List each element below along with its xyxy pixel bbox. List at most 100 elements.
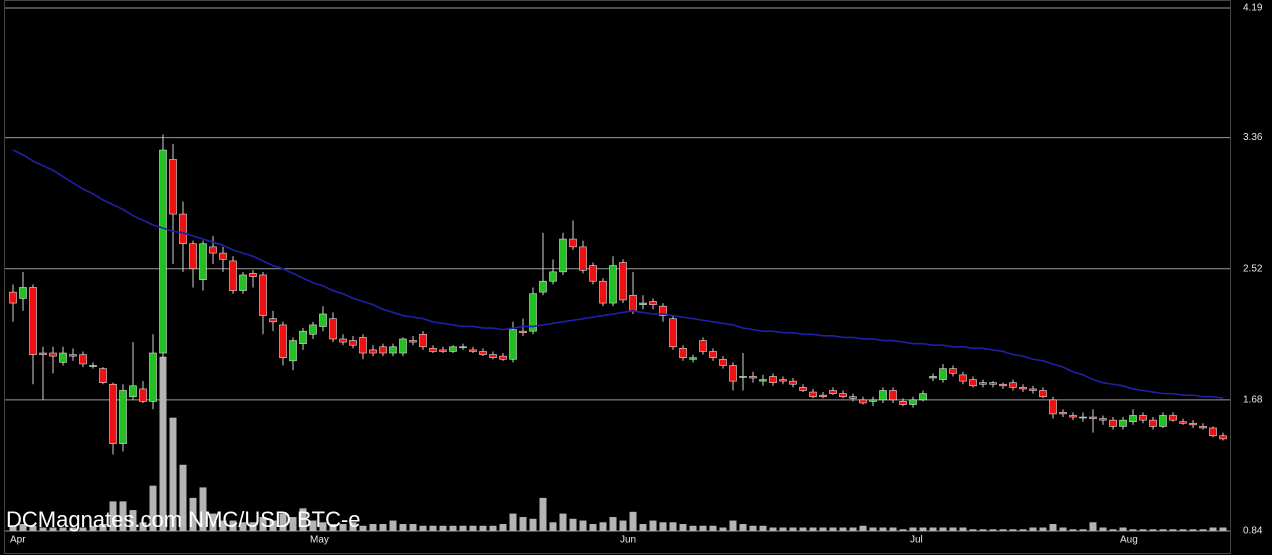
candle-body (279, 324, 287, 359)
volume-bar (1139, 529, 1147, 531)
volume-bar (689, 525, 697, 531)
y-tick-label: 4.19 (1243, 3, 1263, 14)
volume-bar (899, 529, 907, 531)
candle-body (599, 280, 607, 304)
y-tick-label: 0.84 (1243, 526, 1263, 537)
volume-bar (949, 527, 957, 531)
volume-bar (989, 529, 997, 531)
volume-bar (499, 524, 507, 531)
candle-body (939, 368, 947, 380)
candle-body (1089, 416, 1097, 419)
candle-body (29, 287, 37, 355)
volume-bar (129, 510, 137, 531)
volume-bar (679, 524, 687, 531)
candle-body (329, 318, 337, 340)
volume-bar (489, 525, 497, 531)
candle-body (719, 358, 727, 366)
volume-bar (109, 501, 117, 531)
candle-body (129, 385, 137, 398)
volume-bar (1119, 527, 1127, 531)
volume-bar (999, 529, 1007, 531)
volume-bar (249, 522, 257, 531)
volume-bar (9, 525, 17, 531)
candle-body (1149, 419, 1157, 427)
x-tick-label: Aug (1120, 535, 1138, 546)
candle-body (609, 265, 617, 304)
volume-bar (229, 520, 237, 531)
candle-body (969, 379, 977, 387)
volume-bar (579, 520, 587, 531)
moving-average (12, 149, 1224, 400)
volume-bar (339, 524, 347, 531)
volume-bar (639, 524, 647, 531)
volume-bar (399, 524, 407, 531)
candle-body (1139, 415, 1147, 421)
candle-body (809, 391, 817, 398)
candle-body (1059, 412, 1067, 415)
volume-bar (239, 522, 247, 531)
volume-bar (69, 527, 77, 531)
candle-body (689, 357, 697, 360)
candle-body (679, 348, 687, 359)
volume-bar (1219, 527, 1227, 531)
volume-bar (659, 522, 667, 531)
candle-body (319, 313, 327, 327)
candle-body (739, 376, 747, 378)
candle-body (829, 390, 837, 394)
candle-body (349, 340, 357, 346)
candle-body (849, 396, 857, 399)
candle-body (1009, 382, 1017, 388)
volume-bar (569, 518, 577, 531)
candle-body (769, 376, 777, 383)
volume-bar (549, 522, 557, 531)
volume-bar (349, 522, 357, 531)
candle-body (699, 340, 707, 352)
candle-body (1109, 419, 1117, 427)
candle-body (959, 374, 967, 382)
candle-body (1199, 426, 1207, 429)
candle-body (1019, 387, 1027, 390)
candle-body (79, 354, 87, 365)
volume-bar (149, 485, 157, 531)
candle-body (479, 351, 487, 355)
candle-body (979, 382, 987, 385)
candle-body (659, 305, 667, 316)
volume-bar (1009, 529, 1017, 531)
candle-body (709, 351, 717, 359)
volume-bar (99, 524, 107, 531)
volume-bar (1159, 529, 1167, 531)
volume-bar (1059, 527, 1067, 531)
candle-body (429, 348, 437, 352)
candle-body (919, 393, 927, 401)
volume-bar (369, 524, 377, 531)
candle-body (869, 399, 877, 402)
volume-bar (209, 513, 217, 531)
candle-body (149, 352, 157, 402)
candle-body (379, 346, 387, 354)
plot-frame (4, 0, 1231, 554)
candle-body (1159, 415, 1167, 427)
candle-body (249, 273, 257, 277)
volume-bar (1089, 522, 1097, 531)
volume-bar (649, 520, 657, 531)
volume-bar (979, 529, 987, 531)
candle-body (949, 368, 957, 374)
candle-body (549, 271, 557, 282)
candle-body (99, 368, 107, 383)
y-tick-label: 1.68 (1243, 395, 1263, 406)
volume-bar (139, 522, 147, 531)
volume-bar (169, 417, 177, 531)
volume-bar (279, 513, 287, 531)
volume-bar (879, 527, 887, 531)
candle-body (909, 399, 917, 405)
candle-body (229, 260, 237, 291)
candle-body (1209, 427, 1217, 437)
candle-body (669, 318, 677, 348)
candle-body (139, 388, 147, 402)
candle-body (929, 376, 937, 379)
candle-body (529, 293, 537, 332)
volume-bar (389, 520, 397, 531)
volume-bar (919, 527, 927, 531)
volume-bar (829, 527, 837, 531)
